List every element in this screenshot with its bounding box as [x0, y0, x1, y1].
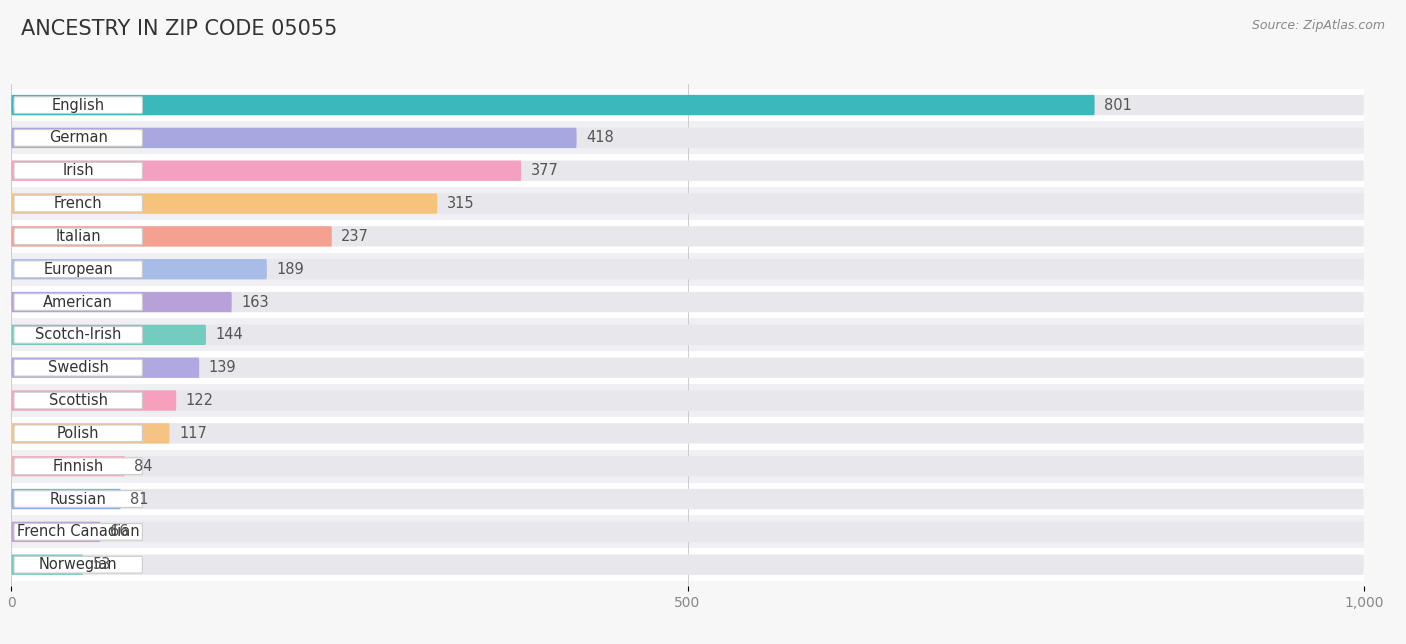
FancyBboxPatch shape: [14, 228, 142, 245]
Bar: [11, 155, 1364, 187]
FancyBboxPatch shape: [11, 259, 1364, 279]
FancyBboxPatch shape: [11, 95, 1095, 115]
FancyBboxPatch shape: [11, 390, 1364, 411]
Text: Source: ZipAtlas.com: Source: ZipAtlas.com: [1251, 19, 1385, 32]
Text: Scotch-Irish: Scotch-Irish: [35, 327, 121, 343]
FancyBboxPatch shape: [14, 261, 142, 278]
Text: 66: 66: [110, 524, 128, 540]
Bar: [11, 89, 1364, 122]
FancyBboxPatch shape: [14, 458, 142, 475]
FancyBboxPatch shape: [11, 226, 332, 247]
Bar: [11, 122, 1364, 155]
Bar: [11, 384, 1364, 417]
FancyBboxPatch shape: [11, 95, 1364, 115]
Bar: [11, 351, 1364, 384]
Text: ANCESTRY IN ZIP CODE 05055: ANCESTRY IN ZIP CODE 05055: [21, 19, 337, 39]
Text: 84: 84: [135, 459, 153, 474]
Text: 163: 163: [242, 294, 269, 310]
FancyBboxPatch shape: [11, 489, 1364, 509]
Text: Norwegian: Norwegian: [39, 557, 118, 573]
Text: Scottish: Scottish: [49, 393, 108, 408]
Text: 81: 81: [131, 491, 149, 507]
FancyBboxPatch shape: [11, 292, 1364, 312]
Text: 189: 189: [277, 261, 304, 277]
Bar: [11, 253, 1364, 286]
FancyBboxPatch shape: [11, 292, 232, 312]
Bar: [11, 187, 1364, 220]
FancyBboxPatch shape: [14, 97, 142, 113]
FancyBboxPatch shape: [11, 554, 1364, 575]
Text: German: German: [49, 130, 108, 146]
Bar: [11, 417, 1364, 450]
FancyBboxPatch shape: [14, 359, 142, 376]
Bar: [11, 319, 1364, 351]
Text: 144: 144: [215, 327, 243, 343]
Bar: [11, 450, 1364, 482]
FancyBboxPatch shape: [11, 160, 1364, 181]
Text: 117: 117: [179, 426, 207, 441]
Text: 801: 801: [1104, 97, 1132, 113]
Text: Finnish: Finnish: [52, 459, 104, 474]
Bar: [11, 548, 1364, 581]
Text: 122: 122: [186, 393, 214, 408]
FancyBboxPatch shape: [11, 128, 576, 148]
FancyBboxPatch shape: [11, 423, 170, 444]
FancyBboxPatch shape: [11, 160, 522, 181]
Text: French: French: [53, 196, 103, 211]
FancyBboxPatch shape: [11, 390, 176, 411]
Text: Polish: Polish: [58, 426, 100, 441]
Bar: [11, 482, 1364, 515]
FancyBboxPatch shape: [11, 522, 1364, 542]
Text: 139: 139: [208, 360, 236, 375]
FancyBboxPatch shape: [11, 193, 1364, 214]
Text: 53: 53: [93, 557, 111, 573]
FancyBboxPatch shape: [11, 456, 125, 477]
FancyBboxPatch shape: [11, 128, 1364, 148]
FancyBboxPatch shape: [11, 423, 1364, 444]
FancyBboxPatch shape: [11, 554, 83, 575]
Text: 377: 377: [530, 163, 558, 178]
FancyBboxPatch shape: [14, 425, 142, 442]
Text: Swedish: Swedish: [48, 360, 108, 375]
Text: French Canadian: French Canadian: [17, 524, 139, 540]
FancyBboxPatch shape: [11, 325, 1364, 345]
Text: English: English: [52, 97, 105, 113]
Bar: [11, 515, 1364, 548]
Text: Irish: Irish: [62, 163, 94, 178]
FancyBboxPatch shape: [14, 195, 142, 212]
FancyBboxPatch shape: [14, 524, 142, 540]
FancyBboxPatch shape: [11, 489, 121, 509]
FancyBboxPatch shape: [11, 357, 200, 378]
FancyBboxPatch shape: [11, 226, 1364, 247]
FancyBboxPatch shape: [14, 556, 142, 573]
FancyBboxPatch shape: [14, 162, 142, 179]
FancyBboxPatch shape: [11, 357, 1364, 378]
FancyBboxPatch shape: [14, 491, 142, 507]
FancyBboxPatch shape: [14, 294, 142, 310]
Text: 237: 237: [342, 229, 370, 244]
FancyBboxPatch shape: [11, 522, 100, 542]
Text: Italian: Italian: [55, 229, 101, 244]
FancyBboxPatch shape: [11, 259, 267, 279]
Text: 315: 315: [447, 196, 474, 211]
Bar: [11, 286, 1364, 319]
FancyBboxPatch shape: [11, 193, 437, 214]
Bar: [11, 220, 1364, 253]
FancyBboxPatch shape: [14, 129, 142, 146]
FancyBboxPatch shape: [14, 327, 142, 343]
FancyBboxPatch shape: [14, 392, 142, 409]
FancyBboxPatch shape: [11, 325, 207, 345]
Text: European: European: [44, 261, 112, 277]
FancyBboxPatch shape: [11, 456, 1364, 477]
Text: American: American: [44, 294, 112, 310]
Text: 418: 418: [586, 130, 614, 146]
Text: Russian: Russian: [49, 491, 107, 507]
